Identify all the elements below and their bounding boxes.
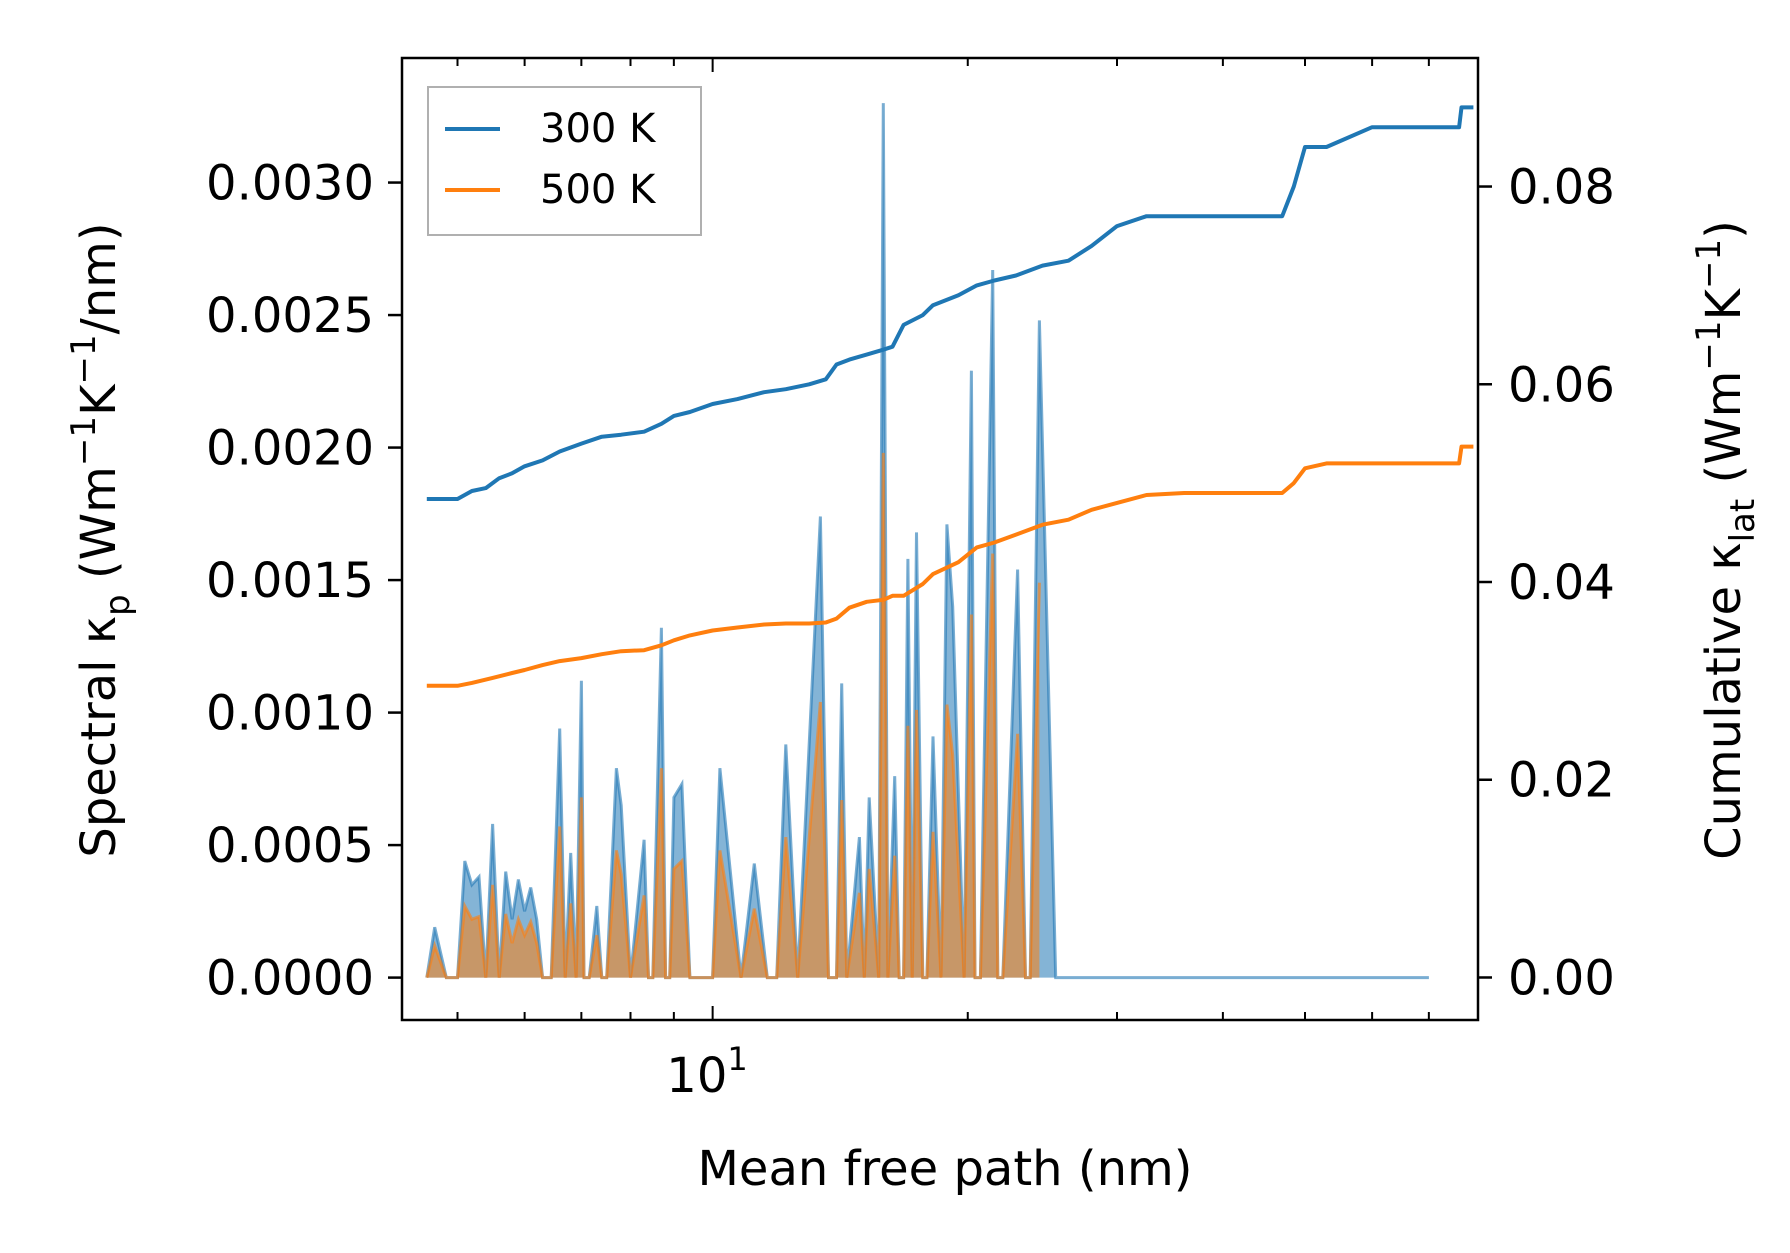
y-right-label-main: Cumulative κ: [1696, 542, 1752, 860]
y-left-label-mid: K: [71, 383, 127, 416]
legend-label-500k: 500 K: [540, 167, 657, 213]
y-left-tick-label: 0.0005: [206, 818, 374, 874]
y-left-tick-label: 0.0030: [206, 156, 374, 212]
axes-layer: 0.0000 0.0005 0.0010 0.0015 0.0020 0.0025 0.00…: [206, 56, 1615, 1022]
legend-label-300k: 300 K: [540, 106, 657, 152]
y-right-tick-label: 0.06: [1508, 357, 1615, 413]
x-tick-base: 10: [666, 1048, 727, 1104]
legend-frame: [427, 86, 702, 236]
y-left-tick-label: 0.0000: [206, 951, 374, 1007]
y-right-label-exp2: −1: [1689, 239, 1729, 289]
y-left-tick-label: 0.0020: [206, 421, 374, 477]
y-right-tick-label: 0.00: [1508, 950, 1615, 1006]
y-right-label-sub: lat: [1723, 499, 1763, 543]
y-left-label-open: (Wm: [71, 466, 127, 594]
y-right-axis-label: Cumulative κlat (Wm−1K−1): [1689, 220, 1763, 860]
y-right-label-close: ): [1696, 220, 1752, 239]
cumulative-line-500k: [426, 444, 1474, 688]
y-left-label-exp1: −1: [64, 416, 104, 466]
y-left-label-exp2: −1: [64, 334, 104, 384]
x-axis-label: Mean free path (nm): [698, 1141, 1193, 1197]
plot-frame: [400, 56, 1480, 1022]
cumulative-line-300k: [426, 105, 1474, 501]
y-right-tick-label: 0.04: [1508, 555, 1615, 611]
y-left-label-close: /nm): [71, 222, 127, 334]
y-left-label-sub: p: [98, 594, 138, 616]
y-right-label-mid: K: [1696, 287, 1752, 320]
y-right-tick-label: 0.02: [1508, 753, 1615, 809]
y-left-tick-label: 0.0010: [206, 686, 374, 742]
cumulative-layer: [426, 105, 1474, 688]
legend: 300 K 500 K: [427, 86, 702, 236]
y-left-label-main: Spectral κ: [71, 616, 127, 858]
y-right-label-open: (Wm: [1696, 371, 1752, 499]
y-right-tick-label: 0.08: [1508, 160, 1615, 216]
y-left-axis-label: Spectral κp (Wm−1K−1/nm): [64, 222, 138, 857]
y-right-label-exp1: −1: [1689, 320, 1729, 370]
spectral-line-500k: [425, 452, 1041, 980]
y-left-tick-label: 0.0025: [206, 288, 374, 344]
spectral-layer: [425, 103, 1429, 980]
x-tick-label-10: 101: [666, 1040, 747, 1104]
x-tick-exponent: 1: [727, 1040, 747, 1078]
y-left-tick-label: 0.0015: [206, 553, 374, 609]
spectral-line-300k: [425, 103, 1429, 980]
